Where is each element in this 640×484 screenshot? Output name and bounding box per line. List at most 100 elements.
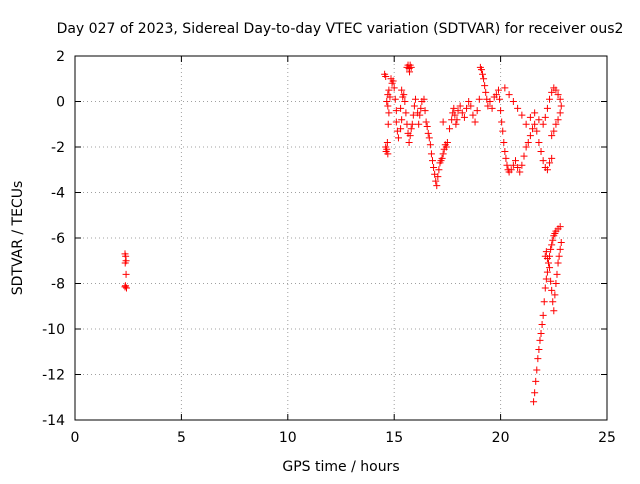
data-point xyxy=(502,154,510,162)
data-point xyxy=(543,166,551,174)
data-point xyxy=(550,127,558,135)
data-point xyxy=(385,109,393,117)
x-tick-label: 15 xyxy=(385,430,403,446)
y-tick-label: 2 xyxy=(56,49,65,65)
y-tick-label: -12 xyxy=(42,368,65,384)
data-point xyxy=(392,107,400,115)
data-point xyxy=(460,113,468,121)
data-point xyxy=(384,120,392,128)
data-point xyxy=(546,95,554,103)
data-point xyxy=(389,77,397,85)
data-point xyxy=(548,132,556,140)
data-point xyxy=(520,152,528,160)
chart-title: Day 027 of 2023, Sidereal Day-to-day VTE… xyxy=(57,21,624,37)
data-point xyxy=(384,102,392,110)
data-point xyxy=(522,143,530,151)
data-point xyxy=(122,270,130,278)
data-point xyxy=(473,107,481,115)
data-point xyxy=(398,116,406,124)
data-point xyxy=(425,134,433,142)
data-point xyxy=(446,125,454,133)
y-axis-label: SDTVAR / TECUs xyxy=(10,181,26,296)
data-point xyxy=(477,66,485,74)
data-point xyxy=(500,138,508,146)
data-point xyxy=(534,355,542,363)
data-point xyxy=(438,154,446,162)
data-point xyxy=(381,70,389,78)
x-tick-label: 20 xyxy=(492,430,510,446)
data-point xyxy=(407,125,415,133)
data-point xyxy=(434,173,442,181)
data-point xyxy=(503,161,511,169)
data-point xyxy=(492,91,500,99)
data-point xyxy=(548,241,556,249)
data-point xyxy=(552,86,560,94)
data-point xyxy=(537,148,545,156)
data-point xyxy=(410,102,418,110)
data-point xyxy=(551,291,559,299)
data-point xyxy=(532,377,540,385)
data-point xyxy=(509,98,517,105)
data-point xyxy=(411,95,419,103)
data-point xyxy=(554,259,562,267)
data-point xyxy=(550,307,558,315)
data-point xyxy=(409,111,417,119)
data-point xyxy=(432,177,440,185)
data-point xyxy=(408,120,416,128)
data-point xyxy=(537,330,545,338)
data-point xyxy=(536,336,544,344)
data-point xyxy=(530,398,538,406)
data-point xyxy=(385,86,393,94)
data-point xyxy=(480,75,488,83)
data-point xyxy=(442,143,450,151)
data-point xyxy=(556,109,564,117)
data-point xyxy=(501,84,509,92)
data-points xyxy=(121,61,565,406)
data-point xyxy=(531,120,539,128)
data-point xyxy=(484,102,492,110)
data-point xyxy=(426,141,434,149)
data-point xyxy=(507,166,515,174)
data-point xyxy=(533,366,541,374)
data-point xyxy=(397,125,405,133)
data-point xyxy=(516,168,524,176)
data-point xyxy=(458,109,466,117)
data-point xyxy=(482,88,490,96)
data-point xyxy=(552,280,560,287)
data-point xyxy=(406,132,414,140)
data-point xyxy=(548,286,556,294)
data-point xyxy=(549,298,557,306)
data-point xyxy=(383,138,391,146)
data-point xyxy=(450,104,458,112)
data-point xyxy=(526,113,534,121)
data-point xyxy=(488,104,496,112)
data-point xyxy=(430,163,438,171)
data-point xyxy=(539,157,547,165)
data-point xyxy=(496,95,504,103)
data-point xyxy=(524,138,532,146)
data-point xyxy=(505,91,513,99)
data-point xyxy=(543,268,551,276)
data-point xyxy=(554,116,562,124)
data-point xyxy=(383,145,391,153)
data-point xyxy=(542,275,550,283)
data-point xyxy=(555,252,563,260)
data-point xyxy=(467,102,475,110)
data-point xyxy=(122,284,130,292)
data-point xyxy=(421,107,429,115)
data-point xyxy=(518,161,526,169)
data-point xyxy=(548,154,556,162)
data-point xyxy=(405,138,413,146)
data-point xyxy=(407,63,415,71)
data-point xyxy=(539,311,547,319)
x-tick-label: 10 xyxy=(279,430,297,446)
x-axis-label: GPS time / hours xyxy=(282,459,399,475)
data-point xyxy=(435,166,443,174)
x-tick-label: 0 xyxy=(71,430,80,446)
data-point xyxy=(547,277,555,285)
data-point xyxy=(454,107,462,115)
data-point xyxy=(535,345,543,353)
data-point xyxy=(486,98,494,105)
data-point xyxy=(540,298,548,306)
